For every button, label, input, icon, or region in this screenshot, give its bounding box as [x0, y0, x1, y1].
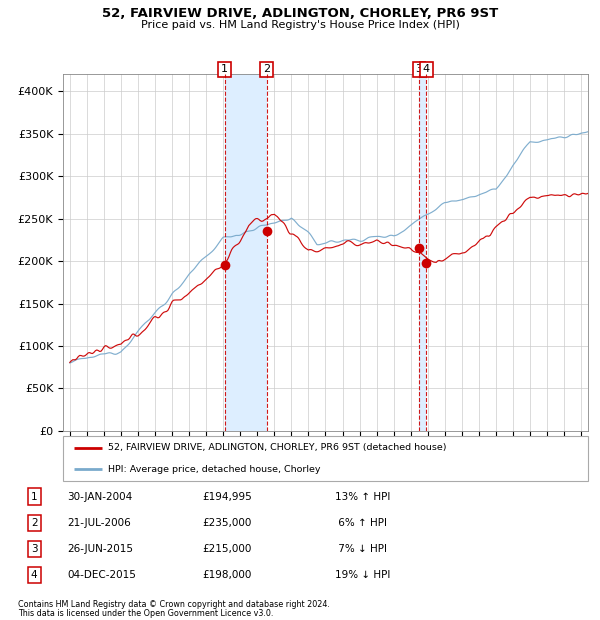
Text: 30-JAN-2004: 30-JAN-2004: [67, 492, 132, 502]
Text: 19% ↓ HPI: 19% ↓ HPI: [335, 570, 390, 580]
Text: 52, FAIRVIEW DRIVE, ADLINGTON, CHORLEY, PR6 9ST (detached house): 52, FAIRVIEW DRIVE, ADLINGTON, CHORLEY, …: [107, 443, 446, 453]
Bar: [419, 74, 427, 431]
Text: 1: 1: [221, 64, 228, 74]
Text: £198,000: £198,000: [202, 570, 251, 580]
Text: 4: 4: [423, 64, 430, 74]
Text: 6% ↑ HPI: 6% ↑ HPI: [335, 518, 387, 528]
Text: This data is licensed under the Open Government Licence v3.0.: This data is licensed under the Open Gov…: [18, 609, 274, 619]
Text: 13% ↑ HPI: 13% ↑ HPI: [335, 492, 390, 502]
Text: £235,000: £235,000: [202, 518, 251, 528]
Text: Contains HM Land Registry data © Crown copyright and database right 2024.: Contains HM Land Registry data © Crown c…: [18, 600, 330, 609]
Text: HPI: Average price, detached house, Chorley: HPI: Average price, detached house, Chor…: [107, 465, 320, 474]
FancyBboxPatch shape: [63, 436, 588, 480]
Text: 1: 1: [31, 492, 37, 502]
Text: 3: 3: [31, 544, 37, 554]
Text: 7% ↓ HPI: 7% ↓ HPI: [335, 544, 387, 554]
Text: £194,995: £194,995: [202, 492, 252, 502]
Text: 2: 2: [263, 64, 270, 74]
Text: 3: 3: [415, 64, 422, 74]
Text: £215,000: £215,000: [202, 544, 251, 554]
Text: 21-JUL-2006: 21-JUL-2006: [67, 518, 131, 528]
Text: 04-DEC-2015: 04-DEC-2015: [67, 570, 136, 580]
Text: 52, FAIRVIEW DRIVE, ADLINGTON, CHORLEY, PR6 9ST: 52, FAIRVIEW DRIVE, ADLINGTON, CHORLEY, …: [102, 7, 498, 20]
Text: Price paid vs. HM Land Registry's House Price Index (HPI): Price paid vs. HM Land Registry's House …: [140, 20, 460, 30]
Text: 4: 4: [31, 570, 37, 580]
Bar: [224, 74, 266, 431]
Text: 2: 2: [31, 518, 37, 528]
Text: 26-JUN-2015: 26-JUN-2015: [67, 544, 133, 554]
